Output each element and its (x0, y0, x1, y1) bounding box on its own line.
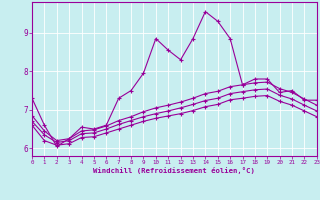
X-axis label: Windchill (Refroidissement éolien,°C): Windchill (Refroidissement éolien,°C) (93, 167, 255, 174)
